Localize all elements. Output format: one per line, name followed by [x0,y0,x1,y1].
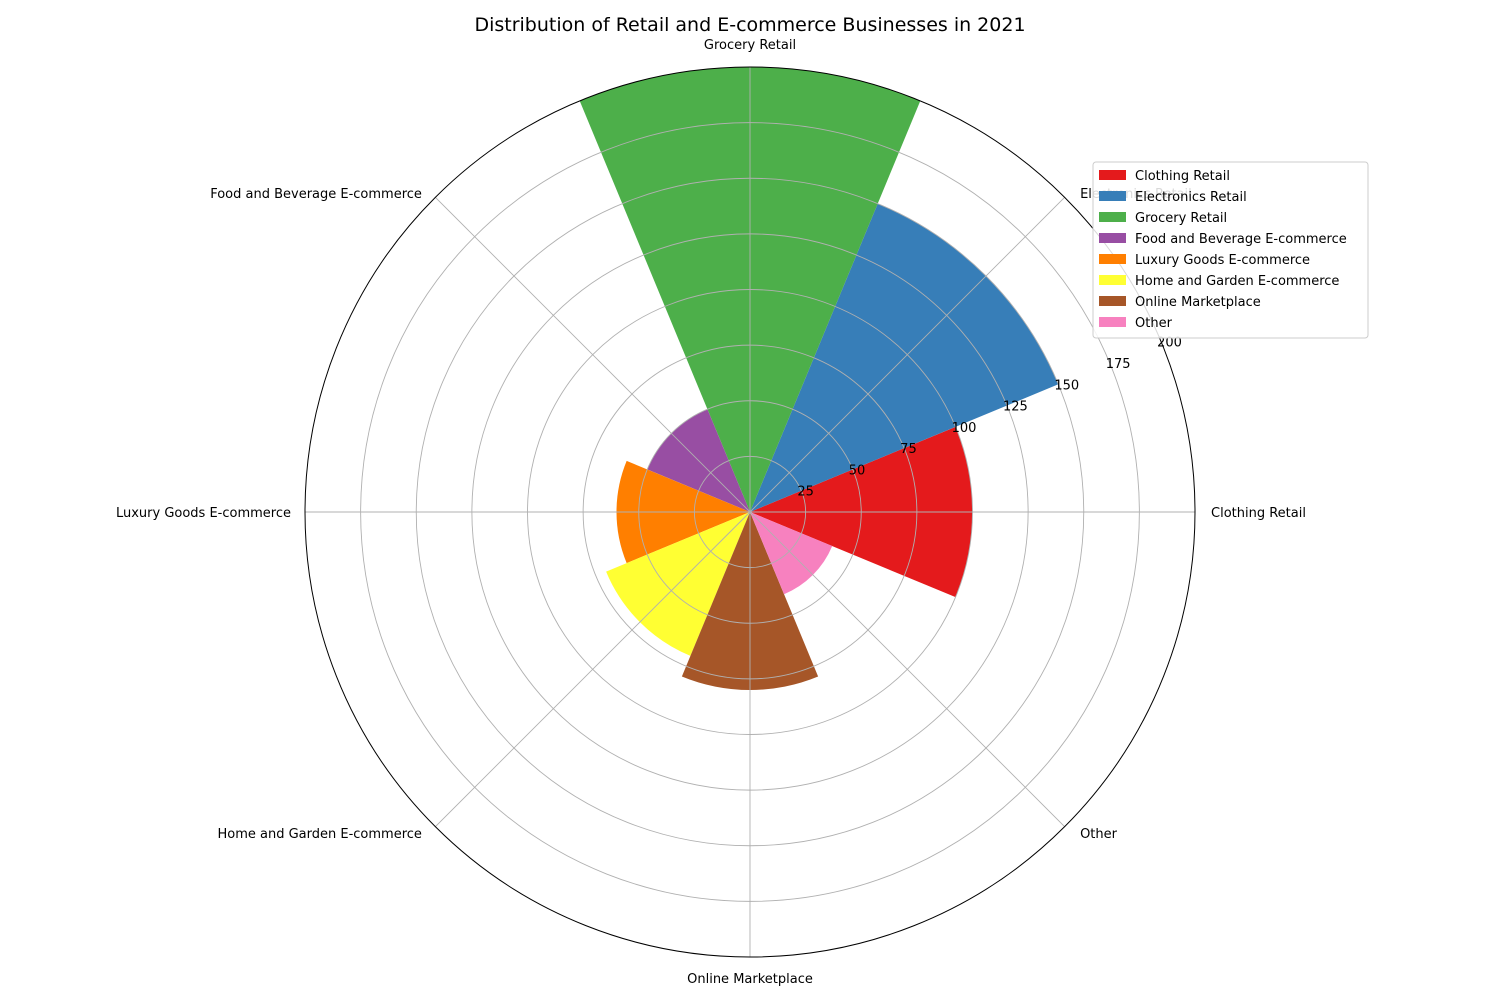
category-label: Online Marketplace [687,972,813,987]
angular-gridline [749,197,1065,513]
angular-gridline [435,197,751,513]
radial-tick-label: 75 [900,442,917,457]
legend-swatch [1099,254,1126,264]
radial-tick-label: 175 [1106,357,1131,372]
legend-entry: Clothing Retail [1135,169,1230,184]
radial-tick-label: 150 [1054,378,1079,393]
bars-layer [579,67,1059,690]
category-label: Home and Garden E-commerce [217,827,421,842]
chart-title: Distribution of Retail and E-commerce Bu… [474,14,1025,36]
grid-layer [304,66,1196,958]
radial-tick-label: 25 [797,485,814,500]
category-label: Clothing Retail [1211,506,1306,521]
radial-tick-label: 200 [1157,336,1182,351]
legend-swatch [1099,170,1126,180]
angular-gridline [749,511,1065,827]
legend-entry: Other [1135,316,1173,331]
legend-entry: Luxury Goods E-commerce [1135,253,1310,268]
legend-swatch [1099,317,1126,327]
legend-entry: Home and Garden E-commerce [1135,274,1339,289]
angular-gridline [435,511,751,827]
legend-swatch [1099,275,1126,285]
legend-swatch [1099,296,1126,306]
legend-box [1092,161,1369,339]
legend-entry: Online Marketplace [1135,295,1261,310]
category-label: Other [1080,827,1118,842]
legend-swatch [1099,212,1126,222]
polar-frame [304,66,1196,958]
labels-layer: 25 50 75 100 125 150 175 200 Clothing Retail Elec… [116,38,1306,987]
radial-tick-label: 50 [849,463,866,478]
category-label: Luxury Goods E-commerce [116,506,291,521]
radial-tick-label: 100 [952,421,977,436]
legend-swatch [1099,233,1126,243]
legend-entry: Electronics Retail [1135,190,1247,205]
legend-swatch [1099,191,1126,201]
category-label: Grocery Retail [704,38,796,53]
radial-tick-label: 125 [1003,400,1028,415]
category-label: Food and Beverage E-commerce [210,187,422,202]
legend: Clothing Retail Electronics Retail Grocery… [1092,161,1369,339]
legend-entry: Food and Beverage E-commerce [1135,232,1347,247]
legend-entry: Grocery Retail [1135,211,1227,226]
